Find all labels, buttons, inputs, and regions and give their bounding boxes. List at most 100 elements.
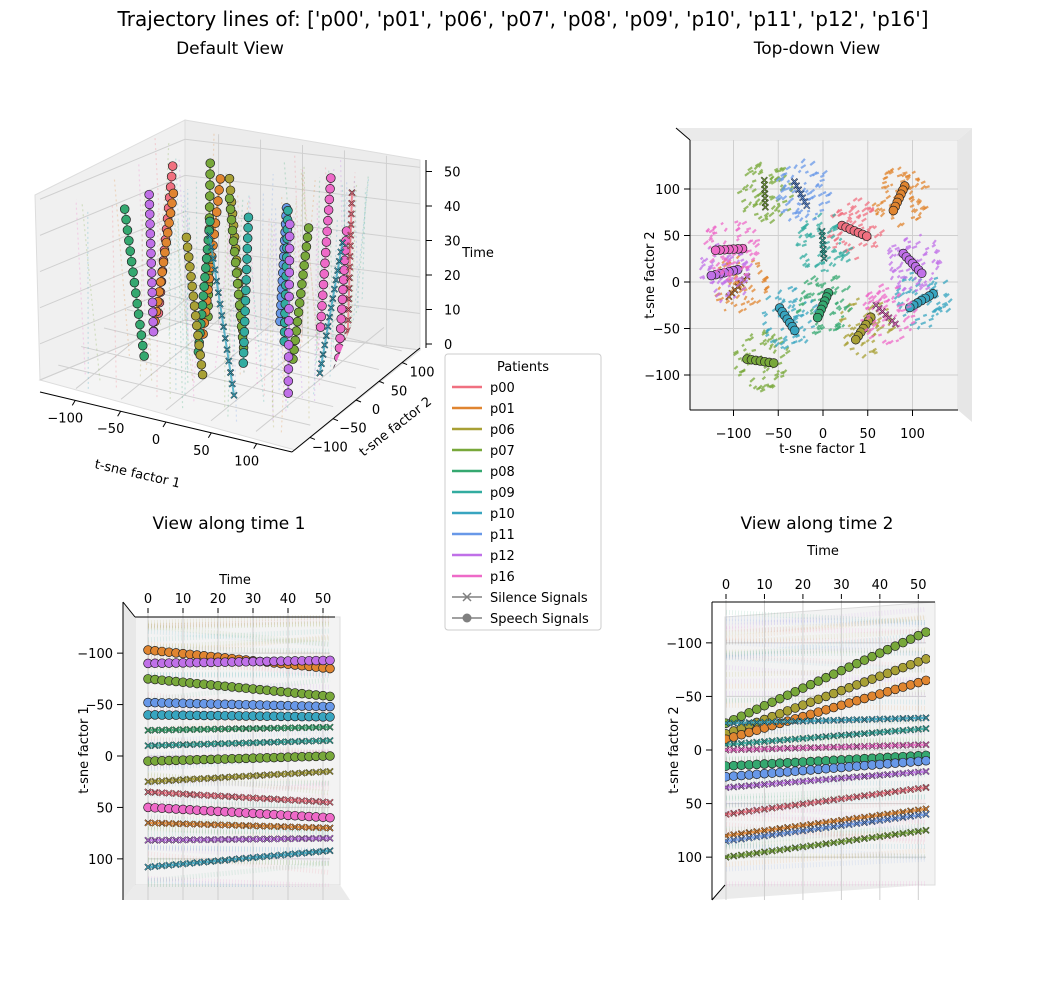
trajectory-point-p12: [144, 199, 155, 210]
series-point-p08-inner: [186, 726, 194, 733]
y-tick-label: 0: [372, 403, 380, 418]
trajectory-point-p00-inner: [348, 200, 355, 207]
series-point-p09-inner: [165, 741, 173, 749]
default-view-title: Default View: [176, 39, 284, 59]
series-point-p10-inner: [738, 719, 745, 727]
x-tick-label: 30: [245, 592, 262, 607]
series-point-p00-inner: [263, 795, 271, 803]
top-down-view-title: Top-down View: [753, 39, 881, 59]
series-point-p06-inner: [326, 768, 334, 775]
cluster-stroke-p07: [769, 176, 774, 181]
cluster-stroke-p06: [887, 327, 893, 332]
cluster-stroke-p12: [702, 276, 706, 280]
cluster-stroke-p01: [733, 303, 738, 308]
cluster-stroke-p16: [723, 258, 729, 263]
cluster-point-p01: [888, 205, 899, 216]
trajectory-point-p01: [160, 247, 170, 258]
series-point-p00-inner: [193, 791, 201, 799]
series-point-p00-inner: [761, 805, 768, 813]
series-point-p09-inner: [753, 738, 761, 746]
cluster-stroke-p10: [797, 325, 804, 331]
series-point-p07-inner: [815, 841, 822, 849]
time-view-1-marks: [143, 615, 335, 887]
cluster-stroke-p12: [899, 261, 904, 267]
cluster-stroke-p09: [832, 227, 838, 232]
series-point-p10-inner: [838, 716, 845, 724]
cluster-stroke-p11: [776, 195, 783, 202]
cluster-stroke-p07: [777, 336, 783, 341]
cluster-stroke-p12: [739, 278, 745, 283]
trajectory-point-p10-inner: [227, 369, 234, 376]
x-tick-label: 0: [819, 427, 827, 442]
trajectory-point-p06: [197, 369, 208, 380]
trajectory-point-p08: [121, 214, 131, 225]
cluster-stroke-p08: [847, 306, 854, 313]
cluster-point-p09-inner: [820, 254, 828, 262]
series-point-p12-inner: [284, 835, 292, 843]
series-point-p11-inner: [838, 822, 845, 829]
series-point-p07-inner: [753, 849, 761, 857]
trajectory-smear: [266, 174, 274, 356]
cluster-stroke-p07: [755, 386, 762, 391]
cluster-stroke-p08: [841, 323, 846, 328]
trajectory-smear: [144, 197, 153, 381]
series-point-p01-inner: [200, 821, 208, 828]
series-point-p00-inner: [730, 809, 737, 817]
cluster-stroke-p00: [873, 233, 880, 239]
cluster-stroke-p10: [897, 293, 903, 299]
series-point-p12-inner: [277, 835, 285, 843]
series-point-p01-inner: [179, 820, 187, 828]
series-point-p06-inner: [151, 778, 159, 785]
trajectory-point-p09: [241, 285, 251, 296]
cluster-stroke-p10: [802, 335, 806, 339]
cluster-stroke-p10: [791, 341, 796, 345]
trajectory-point-p00-inner: [347, 242, 354, 250]
series-point-p12-inner: [249, 835, 257, 843]
cluster-stroke-p06: [849, 347, 855, 351]
cluster-stroke-p08: [815, 282, 820, 286]
series-point-p10-inner: [221, 856, 229, 864]
series-point-p06-inner: [291, 770, 299, 777]
cluster-stroke-p07: [753, 165, 759, 171]
cluster-stroke-p11: [818, 201, 825, 207]
series-point-p11: [325, 701, 335, 712]
cluster-stroke-p00: [868, 209, 875, 213]
series-point-p00-inner: [784, 802, 791, 810]
series-point-p00-inner: [891, 788, 899, 795]
trajectory-point-p06: [183, 252, 194, 262]
trajectory-point-p10-inner: [332, 276, 340, 284]
cluster-stroke-p07: [742, 209, 747, 213]
cluster-stroke-p08: [810, 274, 817, 281]
series-point-p01-inner: [822, 819, 830, 826]
cluster-stroke-p16: [881, 289, 886, 293]
series-point-p00-inner: [822, 797, 830, 805]
cluster-stroke-p07: [744, 188, 749, 192]
cluster-stroke-p08: [831, 274, 838, 279]
trajectory-smear: [725, 632, 927, 659]
cluster-stroke-p08: [798, 296, 803, 302]
cluster-stroke-p10: [791, 299, 797, 304]
series-point-p01-inner: [326, 824, 334, 832]
trajectory-point-p16: [337, 304, 347, 314]
series-point-p00-inner: [868, 791, 876, 798]
series-point-p08-inner: [319, 724, 327, 731]
cluster-stroke-p07: [765, 367, 770, 372]
series-point-p00-inner: [319, 798, 327, 806]
series-point-p01: [921, 675, 930, 686]
series-point-p10-inner: [312, 848, 320, 856]
cluster-stroke-p09: [824, 240, 831, 245]
cluster-stroke-p16: [868, 334, 875, 340]
top-down-marks: [698, 158, 953, 393]
cluster-stroke-p11: [788, 187, 794, 192]
series-point-p07: [828, 669, 839, 679]
series-point-p09-inner: [822, 733, 830, 740]
trajectory-point-p07: [228, 236, 239, 246]
series-point-p10-inner: [753, 719, 761, 726]
series-point-p08-inner: [326, 723, 334, 731]
cluster-stroke-p10: [782, 335, 788, 341]
series-point-p16-inner: [768, 745, 776, 753]
series-point-p09-inner: [200, 740, 208, 748]
cluster-stroke-p07: [768, 345, 773, 351]
y-tick-mark: [355, 399, 362, 403]
series-point-p07-inner: [845, 837, 853, 844]
